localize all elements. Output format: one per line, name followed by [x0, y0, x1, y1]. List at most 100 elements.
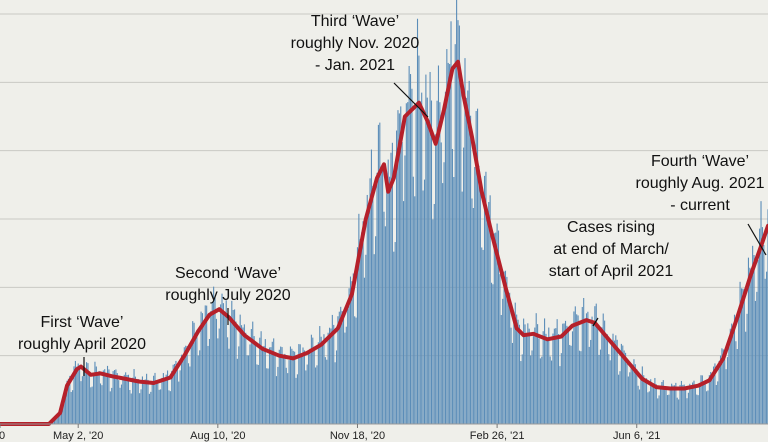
daily-case-bar	[359, 239, 361, 424]
daily-case-bar	[535, 313, 537, 424]
daily-case-bar	[338, 311, 340, 424]
daily-case-bar	[87, 363, 89, 424]
daily-case-bar	[703, 382, 705, 424]
daily-case-bar	[123, 374, 125, 424]
daily-case-bar	[728, 338, 730, 424]
daily-case-bar	[270, 347, 272, 424]
daily-case-bar	[324, 357, 326, 424]
daily-case-bar	[347, 308, 349, 424]
daily-case-bar	[295, 377, 297, 424]
daily-case-bar	[173, 363, 176, 424]
daily-case-bar	[493, 233, 495, 424]
daily-case-bar	[355, 317, 357, 424]
daily-case-bar	[260, 331, 262, 424]
daily-case-bar	[79, 365, 81, 424]
daily-case-bar	[245, 332, 247, 424]
daily-case-bar	[669, 388, 671, 424]
daily-case-bar	[298, 344, 300, 424]
daily-case-bar	[235, 321, 237, 424]
daily-case-bar	[214, 296, 216, 424]
daily-case-bar	[556, 319, 558, 424]
daily-case-bar	[729, 328, 731, 424]
daily-case-bar	[450, 21, 452, 424]
daily-case-bar	[154, 372, 156, 424]
daily-case-bar	[94, 361, 96, 424]
daily-case-bar	[623, 350, 625, 424]
daily-case-bar	[672, 385, 674, 424]
daily-case-bar	[194, 332, 197, 424]
daily-case-bar	[632, 364, 634, 424]
daily-case-bar	[250, 329, 252, 424]
daily-case-bar	[602, 313, 604, 424]
daily-case-bar	[127, 374, 130, 424]
annotation-leader-line	[592, 317, 599, 327]
daily-case-bar	[490, 282, 493, 424]
daily-case-bar	[206, 305, 208, 424]
daily-case-bar	[176, 368, 178, 424]
daily-case-bar	[546, 339, 548, 424]
daily-case-bar	[644, 380, 646, 424]
daily-case-bar	[292, 350, 294, 424]
daily-case-bar	[449, 64, 451, 424]
daily-case-bar	[704, 381, 706, 424]
daily-case-bar	[577, 315, 579, 424]
daily-case-bar	[308, 352, 310, 424]
daily-case-bar	[83, 366, 85, 424]
daily-case-bar	[411, 88, 413, 424]
daily-case-bar	[153, 375, 155, 424]
daily-case-bar	[77, 363, 79, 424]
daily-case-bar	[278, 349, 280, 424]
daily-case-bar	[749, 267, 751, 424]
x-tick-label: Aug 10, '20	[190, 430, 245, 442]
daily-case-bar	[539, 358, 541, 424]
daily-case-bar	[271, 341, 273, 424]
daily-case-bar	[208, 338, 211, 424]
annotation: First ‘Wave’ roughly April 2020	[18, 314, 146, 376]
daily-case-bar	[227, 337, 229, 424]
daily-case-bar	[662, 380, 664, 424]
daily-case-bar	[352, 273, 354, 424]
daily-case-bar	[442, 183, 444, 424]
daily-case-bar	[655, 384, 657, 424]
daily-case-bar	[503, 271, 505, 424]
daily-case-bar	[141, 376, 143, 424]
daily-case-bar	[481, 247, 483, 424]
daily-case-bar	[273, 338, 275, 424]
daily-case-bar	[766, 271, 768, 424]
daily-case-bar	[301, 353, 303, 424]
annotation: Fourth ‘Wave’ roughly Aug. 2021 - current	[636, 153, 767, 256]
daily-case-bar	[752, 245, 754, 424]
daily-case-bar	[629, 372, 631, 424]
daily-case-bar	[581, 306, 583, 424]
daily-case-bar	[340, 306, 342, 424]
daily-case-bar	[180, 354, 183, 424]
daily-case-bar	[661, 381, 663, 424]
daily-case-bar	[165, 374, 167, 424]
daily-case-bar	[391, 142, 393, 424]
daily-case-bar	[685, 387, 687, 424]
annotation-text: start of April 2021	[549, 263, 674, 280]
daily-case-bar	[680, 380, 682, 424]
daily-case-bar	[465, 97, 467, 424]
daily-case-bar	[706, 391, 708, 424]
daily-case-bar	[611, 340, 613, 424]
daily-case-bar	[143, 381, 145, 424]
daily-case-bar	[296, 374, 298, 424]
daily-case-bar	[320, 336, 322, 424]
daily-case-bar	[137, 379, 139, 424]
daily-case-bar	[222, 303, 224, 424]
daily-case-bar	[412, 176, 414, 424]
daily-case-bar	[309, 348, 311, 424]
daily-case-bar	[84, 369, 86, 424]
daily-case-bar	[133, 369, 135, 424]
daily-case-bar	[239, 314, 241, 424]
daily-case-bar	[478, 165, 480, 424]
daily-case-bar	[148, 393, 150, 424]
daily-case-bar	[506, 276, 508, 424]
daily-case-bar	[697, 395, 699, 424]
daily-case-bar	[189, 366, 191, 424]
daily-case-bar	[225, 300, 227, 424]
daily-case-bar	[213, 286, 215, 424]
daily-case-bar	[569, 344, 571, 424]
daily-case-bar	[715, 384, 717, 424]
